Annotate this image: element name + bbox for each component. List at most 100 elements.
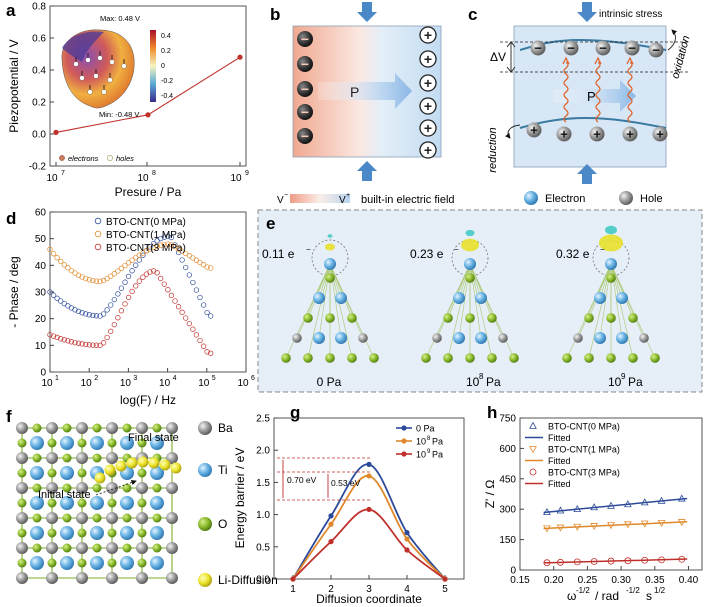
atom-1-2-0 [443,313,453,323]
o-atom-a-3-2 [77,528,87,538]
polarization-label-b: P [350,84,359,100]
legend-d-label-1: BTO-CNT(1 MPa) [106,230,186,241]
charge-label-0: 0.11 e [262,247,295,261]
d-marker-2-8 [75,340,82,346]
li-atom-6 [170,462,182,474]
x-tick-label-d-0: 10 [41,378,53,389]
negative-charge-0 [297,31,313,47]
bond-2-2-0 [588,263,612,319]
hole-legend-ball [619,191,633,205]
o-atom-b-2-3 [122,483,132,493]
negative-sign-1: − [301,56,309,72]
charge-density-cyan-0 [327,234,333,238]
o-atom-b-1-1 [62,453,72,463]
x-tick-label-d-3: 10 [159,378,171,389]
y-tick-label-g-3: 1.5 [256,478,270,489]
atom-1-4-3 [487,353,497,363]
x-tick-a-1e7: 10 [46,173,58,184]
hole-3 [622,126,638,142]
h-marker-2-0 [543,559,551,567]
d-marker-0-36 [175,249,182,256]
series-d [47,233,214,356]
o-atom-b-1-2 [92,453,102,463]
o-atom-b-3-2 [92,513,102,523]
o-atom-a-4-2 [77,558,87,568]
h-marker-0-0 [543,508,551,516]
x-label-d: log(F) / Hz [120,393,176,407]
o-atom-a-1-1 [47,468,57,478]
x-label-a: Presure / Pa [115,185,182,199]
ba-atom-5-0 [16,572,28,584]
d-marker-1-19 [115,268,121,274]
d-marker-1-22 [125,260,132,266]
d-marker-2-36 [175,304,182,310]
y-tick-label-g-0: 0.0 [256,575,270,586]
ba-atom-1-1 [46,452,58,464]
g-point-0-2 [366,461,372,467]
inset-hole-3 [109,59,115,65]
d-marker-2-18 [111,321,117,328]
charge-label-2: 0.32 e [556,247,590,261]
o-atom-b-1-0 [32,453,42,463]
apex-atom-0 [324,258,336,270]
d-marker-2-43 [200,343,207,349]
d-marker-1-11 [86,277,92,283]
ba-atom-4-4 [136,542,148,554]
series-a-point-1 [145,112,151,118]
d-marker-0-32 [161,234,167,240]
h-marker-0-8 [677,494,686,502]
electron-sign-3: − [628,41,636,56]
ba-atom-4-2 [76,542,88,554]
panel-a: a -0.2 0.0 0.2 0.4 0.6 0.8 10 7 10 8 10 9 Pre… [6,1,249,199]
e-labels: 0.11 e − 0.23 e − 0.32 e − 0 Pa 10 8 Pa … [262,245,643,389]
panel-b: b P − − − − − + + + + + + [270,2,442,181]
dv-label: ΔV [490,50,506,64]
ba-atom-2-1 [46,482,58,494]
charge-sup-0: − [306,245,311,254]
hole-1 [556,126,572,142]
legend-a-electron-marker [59,155,65,161]
d-marker-2-24 [133,283,139,289]
d-marker-0-13 [93,313,100,319]
d-marker-1-32 [161,241,167,248]
o-atom-b-2-1 [62,483,72,493]
diffusion-path-arrow [95,479,137,496]
x-label-g: Diffusion coordinate [316,592,422,606]
initial-state-label: Initial state [38,489,91,501]
polarization-label-c: P [587,89,596,104]
d-marker-2-10 [83,341,89,348]
x-label-h-omega: ω [567,589,576,603]
legend-f-o: O [218,517,227,531]
panel-letter-b: b [270,5,280,24]
d-marker-1-23 [129,257,135,263]
d-marker-0-0 [47,289,53,295]
ba-atom-0-2 [76,422,88,434]
inset-hole-2 [97,55,103,61]
ti-atom-3-4 [150,526,164,540]
legend-g-label-1: 10 [416,437,426,447]
hole-sign-1: + [560,127,568,142]
legend-g-exp-2: 9 [427,449,431,455]
y-tick-label-h-4: 600 [499,444,516,455]
h-fit-1 [543,521,688,530]
d-marker-0-5 [65,303,71,309]
dv-arrow-down [506,66,516,73]
ti-atom-4-0 [30,556,44,570]
y-tick-label-g-1: 0.5 [256,542,270,553]
o-atom-a-2-0 [17,498,27,508]
legend-g-marker-1 [401,438,407,444]
atom-1-4-1 [443,353,453,363]
d-marker-0-8 [75,308,82,315]
x-tick-exp-d-2: 3 [133,375,137,382]
series-a [53,54,243,135]
excitation-wave-head-0 [562,56,570,65]
o-atom-a-3-3 [107,528,117,538]
d-marker-2-17 [108,328,114,334]
d-marker-0-24 [133,262,139,268]
d-marker-1-31 [158,242,164,248]
ba-atom-2-3 [106,482,118,494]
apex-atom-1 [464,258,476,270]
excitation-waves [562,56,634,123]
y-label-d: - Phase / deg [7,256,21,327]
